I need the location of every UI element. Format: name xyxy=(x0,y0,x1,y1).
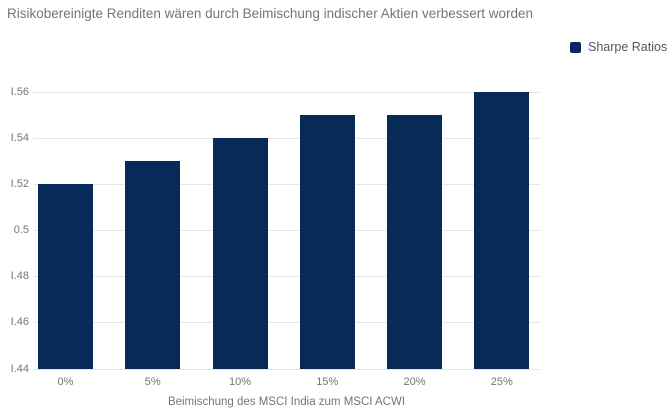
gridline xyxy=(33,183,540,185)
legend-swatch-icon xyxy=(570,41,581,53)
x-tick-label: 15% xyxy=(316,376,339,388)
x-tick-label: 10% xyxy=(228,376,252,388)
legend-series-label: Sharpe Ratios xyxy=(588,40,668,54)
y-tick-label: I.54 xyxy=(10,131,29,144)
x-tick-label: 5% xyxy=(144,376,161,388)
bar[interactable] xyxy=(299,115,355,369)
gridline xyxy=(33,91,540,93)
gridline xyxy=(33,322,540,324)
gridline xyxy=(33,276,540,278)
legend: Sharpe Ratios xyxy=(570,40,667,54)
y-tick-label: I.56 xyxy=(10,85,29,98)
x-tick-label: 0% xyxy=(57,376,74,388)
y-tick-label: I.46 xyxy=(10,316,29,329)
bar[interactable] xyxy=(212,138,268,369)
chart-title: Risikobereinigte Renditen wären durch Be… xyxy=(7,6,534,21)
x-axis-title: Beimischung des MSCI India zum MSCI ACWI xyxy=(167,396,406,408)
y-tick-label: I.44 xyxy=(10,362,29,375)
bar[interactable] xyxy=(38,184,93,369)
gridline xyxy=(33,137,540,139)
x-tick-label: 20% xyxy=(403,376,426,388)
gridline xyxy=(33,230,540,231)
y-tick-label: 0.5 xyxy=(13,224,29,236)
gridline xyxy=(33,368,540,370)
y-tick-label: I.52 xyxy=(10,177,29,190)
y-tick-label: I.48 xyxy=(10,270,29,283)
bar[interactable] xyxy=(125,161,181,369)
bar[interactable] xyxy=(474,92,530,369)
bar[interactable] xyxy=(387,115,442,369)
x-tick-label: 25% xyxy=(490,376,513,388)
